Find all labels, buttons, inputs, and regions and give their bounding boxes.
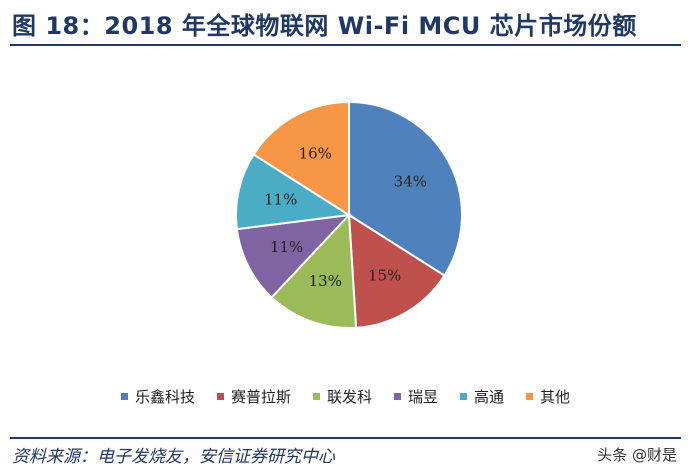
slice-value-label-4: 11% xyxy=(264,191,297,209)
legend-item-0: 乐鑫科技 xyxy=(120,386,195,407)
pie-slice-labels: 34% 15% 13% 11% 11% 16% xyxy=(264,145,427,290)
pie-slice-4 xyxy=(235,153,352,231)
chart-legend: 乐鑫科技 赛普拉斯 联发科 瑞昱 高通 其他 xyxy=(0,386,691,407)
pie-slice-3 xyxy=(235,213,352,299)
slice-value-label-0: 34% xyxy=(394,172,427,190)
legend-swatch xyxy=(312,393,320,400)
legend-label: 其他 xyxy=(540,388,571,406)
watermark: 头条 @财是 xyxy=(597,446,677,464)
legend-swatch xyxy=(216,393,224,400)
footer-divider xyxy=(10,437,681,439)
legend-swatch xyxy=(120,393,128,400)
legend-label: 高通 xyxy=(474,388,505,406)
slice-value-label-2: 13% xyxy=(309,272,342,290)
legend-label: 联发科 xyxy=(326,388,372,406)
slice-value-label-3: 11% xyxy=(270,238,303,256)
legend-label: 乐鑫科技 xyxy=(134,388,195,406)
pie-slice-5 xyxy=(252,100,350,217)
pie-slices xyxy=(235,100,463,329)
legend-item-4: 高通 xyxy=(460,386,504,407)
legend-item-2: 联发科 xyxy=(312,386,372,407)
legend-label: 赛普拉斯 xyxy=(230,388,291,406)
legend-label: 瑞昱 xyxy=(408,388,439,406)
pie-slice-1 xyxy=(347,213,446,329)
legend-swatch xyxy=(526,393,534,400)
legend-swatch xyxy=(460,393,468,400)
pie-slice-2 xyxy=(270,212,358,329)
chart-title: 图 18：2018 年全球物联网 Wi-Fi MCU 芯片市场份额 xyxy=(12,12,637,40)
legend-item-3: 瑞昱 xyxy=(394,386,438,407)
legend-item-1: 赛普拉斯 xyxy=(216,386,291,407)
slice-value-label-1: 15% xyxy=(368,266,401,284)
title-divider xyxy=(10,44,681,46)
slice-value-label-5: 16% xyxy=(299,145,332,163)
source-note: 资料来源：电子发烧友，安信证券研究中心 xyxy=(12,447,335,467)
legend-item-5: 其他 xyxy=(526,386,570,407)
legend-swatch xyxy=(394,393,401,400)
